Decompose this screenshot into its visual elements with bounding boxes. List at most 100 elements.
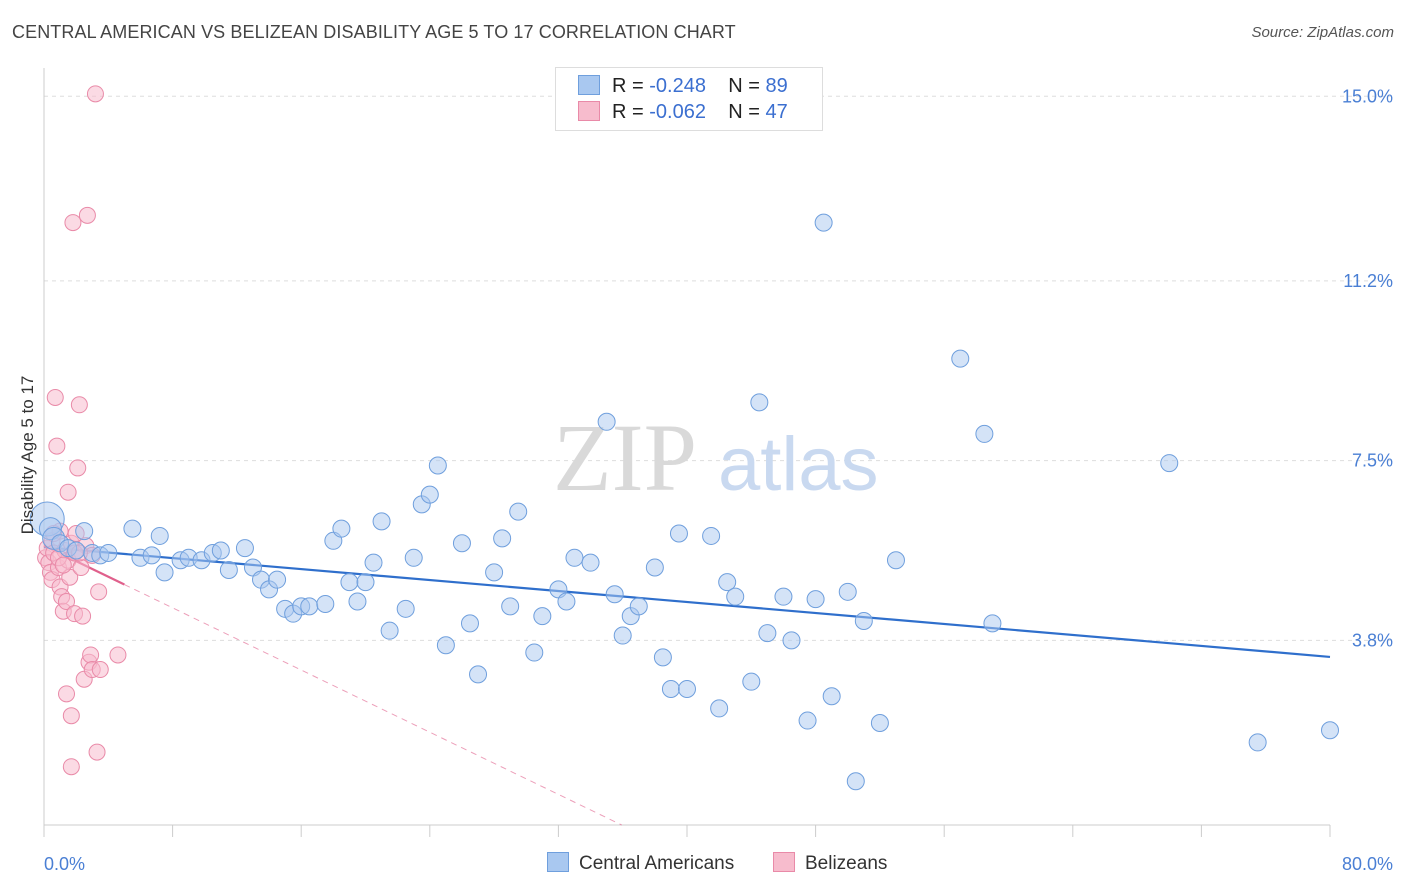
central-american-point [557,592,576,611]
y-tick-label: 3.8% [1352,630,1393,650]
central-american-point [669,524,688,543]
belizean-point [69,459,87,477]
belizean-point [59,483,77,501]
y-tick-label: 11.2% [1343,271,1393,291]
central-american-point [597,412,616,431]
central-american-point [605,585,624,604]
central-american-point [420,485,439,504]
belizean-point [58,593,76,611]
central-american-point [372,512,391,531]
central-american-point [67,541,86,560]
central-american-point [99,543,118,562]
central-american-point [702,526,721,545]
central-american-point [774,587,793,606]
central-american-point [436,636,455,655]
central-american-point [782,631,801,650]
central-american-point [565,548,584,567]
central-american-point [364,553,383,572]
central-american-point [485,563,504,582]
bottom-label-belizean: Belizeans [805,853,888,874]
central-american-point [396,599,415,618]
central-american-point [428,456,447,475]
legend-r-label: R = [612,75,650,97]
legend-row-central: R = -0.248 N = 89 [578,75,788,101]
central-american-point [404,548,423,567]
x-tick-label: 80.0% [1342,854,1393,874]
central-american-point [653,648,672,667]
bottom-swatch-belizean [773,852,795,872]
legend-swatch-central [578,75,600,95]
central-american-point [814,213,833,232]
central-american-point [886,551,905,570]
bottom-legend-belizean: Belizeans [773,852,887,875]
chart-title: CENTRAL AMERICAN VS BELIZEAN DISABILITY … [12,22,736,42]
central-american-point [380,621,399,640]
central-american-point [452,534,471,553]
central-american-point [142,546,161,565]
central-american-point [235,539,254,558]
legend-n-value: 47 [765,101,788,123]
central-american-point [501,597,520,616]
central-american-point [742,672,761,691]
central-american-point [300,597,319,616]
belizean-points [37,85,127,776]
bottom-legend-central: Central Americans [547,852,734,875]
legend-r-value: -0.062 [649,101,706,123]
central-american-point [678,679,696,698]
source-credit: Source: ZipAtlas.com [1251,24,1394,41]
belizean-point [64,214,82,232]
central-american-point [718,573,737,592]
central-american-point [525,643,544,662]
central-american-point [581,553,600,572]
central-american-point [806,590,825,609]
central-american-point [316,594,335,613]
belizean-point [91,661,109,679]
belizean-point [62,758,80,776]
central-american-point [268,570,287,589]
central-american-point [340,573,359,592]
central-american-point [645,558,664,577]
belizean-point [46,388,64,406]
belizean-trend-extension [124,584,622,826]
central-american-point [798,711,817,730]
belizean-point [88,743,106,761]
central-american-point [1248,733,1267,752]
central-american-point [710,699,729,718]
central-american-point [219,560,238,579]
central-american-point [854,611,873,630]
gridlines [44,95,1392,641]
belizean-point [109,646,127,664]
y-axis-label: Disability Age 5 to 17 [18,376,37,535]
legend-r-label: R = [612,101,650,123]
central-american-point [509,502,528,521]
central-american-point [460,614,479,633]
central-american-point [75,522,94,541]
central-american-point [838,582,857,601]
legend-n-value: 89 [765,75,788,97]
central-american-point [469,665,488,684]
axes [43,68,1331,837]
bottom-label-central: Central Americans [579,853,735,874]
central-american-point [822,687,841,706]
y-tick-label: 7.5% [1352,451,1393,471]
legend-row-belizean: R = -0.062 N = 47 [578,101,788,127]
watermark: ZIP atlas [553,404,879,511]
belizean-point [58,685,76,703]
central-american-point [356,573,375,592]
central-american-point [332,519,351,538]
central-american-point [846,772,865,791]
watermark-atlas: atlas [718,422,879,507]
central-american-point [975,424,994,443]
stats-legend: R = -0.248 N = 89 R = -0.062 N = 47 [555,67,823,131]
belizean-point [86,85,104,103]
legend-r-value: -0.248 [649,75,706,97]
belizean-point [72,559,90,577]
central-american-point [493,529,512,548]
central-american-point [983,614,1002,633]
belizean-point [82,646,100,664]
y-tick-label: 15.0% [1342,86,1393,106]
central-american-point [533,607,552,626]
central-american-point [613,626,632,645]
central-american-point [750,393,769,412]
central-american-point [348,592,367,611]
